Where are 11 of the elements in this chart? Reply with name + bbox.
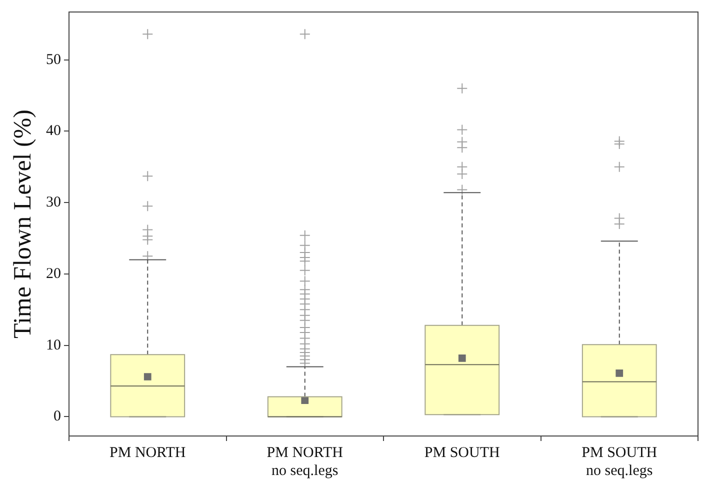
x-tick-label: PM NORTH (110, 444, 186, 461)
x-tick-label: PM SOUTH no seq.legs (582, 444, 658, 479)
y-tick-label: 50 (46, 52, 61, 68)
y-tick-label: 20 (46, 266, 61, 282)
x-tick-label: PM SOUTH (424, 444, 500, 461)
x-tick-label: PM NORTH no seq.legs (266, 444, 344, 479)
y-tick-label: 40 (46, 123, 61, 140)
y-tick-label: 30 (46, 194, 61, 211)
y-tick-label: 0 (54, 408, 61, 425)
y-axis-title: Time Flown Level (%) (10, 110, 37, 338)
y-tick-label: 10 (46, 337, 61, 354)
